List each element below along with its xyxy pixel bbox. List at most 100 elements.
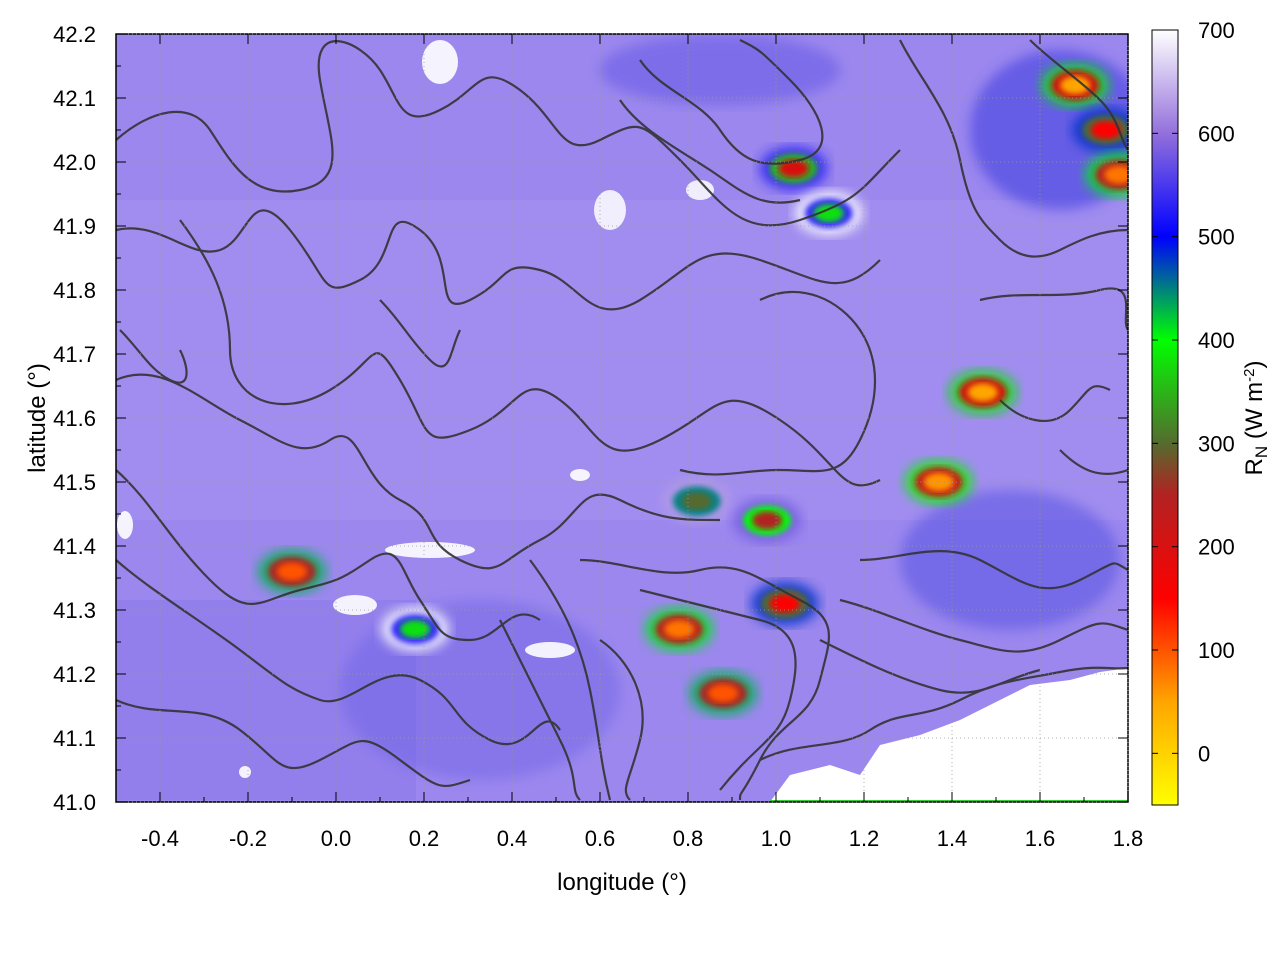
bright-band [116, 200, 1128, 520]
x-tick-label: 0.0 [321, 826, 352, 851]
low-value-cell [258, 549, 326, 594]
colorbar-tick-label: 400 [1198, 328, 1235, 353]
colorbar-title-sub: N [1252, 446, 1271, 458]
contour-line [1029, 39, 1128, 151]
white-patch-sw [333, 595, 377, 615]
low-value-cell [948, 370, 1017, 415]
blue-patch-east [900, 490, 1120, 630]
low-value-cell [689, 671, 758, 716]
contour-line [1059, 449, 1128, 475]
contour-line [859, 550, 1128, 590]
cell-core [769, 594, 800, 613]
contour-line [116, 40, 901, 227]
x-tick-label: 0.6 [585, 826, 616, 851]
cell-core [664, 620, 695, 639]
x-tick-label: 1.4 [937, 826, 968, 851]
sea-missing-area [770, 668, 1128, 802]
x-tick-label: 1.6 [1025, 826, 1056, 851]
contour-line [116, 559, 561, 746]
blue-patch-top [600, 35, 840, 105]
y-tick-label: 42.1 [53, 86, 96, 111]
cell-core [1104, 165, 1128, 184]
colorbar: 0 100 200 300 400 500 600 700 RN (W m-2) [1151, 18, 1272, 806]
white-patch-mid [686, 180, 714, 200]
cell-core [277, 562, 307, 581]
contour-line [619, 99, 801, 204]
white-patch-center [385, 542, 475, 558]
white-patch-north [594, 190, 626, 230]
colorbar-title-unit: (W m [1241, 382, 1268, 446]
colorbar-tick-label: 600 [1198, 121, 1235, 146]
contour-line [116, 698, 471, 788]
cell-core [778, 159, 809, 178]
cell-core [1060, 76, 1091, 95]
contour-line [116, 469, 541, 642]
low-value-regions [258, 63, 1128, 716]
colorbar-tick-label: 700 [1198, 18, 1235, 43]
colorbar-title-exp: -2 [1241, 369, 1258, 382]
y-tick-label: 41.8 [53, 278, 96, 303]
low-value-cell [1072, 108, 1128, 152]
contour-line [179, 219, 881, 487]
contour-line [379, 299, 461, 368]
colorbar-title-close: ) [1241, 361, 1268, 369]
cell-core [752, 511, 783, 530]
white-patch-sw2 [239, 766, 251, 778]
colorbar-gradient [1151, 29, 1179, 806]
x-tick-label: 1.2 [849, 826, 880, 851]
y-tick-label: 41.3 [53, 598, 96, 623]
contour-line [839, 598, 1128, 653]
grid-lines [116, 33, 1129, 803]
contour-line [116, 373, 721, 570]
y-axis-label: latitude (°) [24, 363, 51, 473]
cell-core [967, 383, 998, 402]
low-value-cell [904, 460, 973, 504]
y-tick-label: 41.4 [53, 534, 96, 559]
x-tick-label: 1.0 [761, 826, 792, 851]
cell-core [681, 492, 712, 511]
cell-core [923, 473, 954, 491]
y-tick-label: 41.5 [53, 470, 96, 495]
cell-core [400, 620, 431, 639]
contour-line [899, 39, 1128, 258]
contour-line [599, 639, 644, 801]
low-value-cell [750, 581, 819, 626]
contour-line [759, 666, 1128, 761]
colorbar-tick-label: 500 [1198, 225, 1235, 250]
colorbar-title-main: R [1241, 458, 1268, 475]
colorbar-title: RN (W m-2) [1241, 361, 1272, 476]
plot-area [116, 34, 1128, 802]
white-patch-s [525, 642, 575, 658]
x-axis: -0.4 -0.2 0.0 0.2 0.4 0.6 0.8 1.0 1.2 1.4 1.6 1.8 [115, 34, 1144, 851]
cell-core [1091, 121, 1121, 139]
low-value-cell [733, 498, 802, 543]
contour-line [499, 619, 581, 801]
y-tick-label: 42.2 [53, 22, 96, 47]
y-tick-label: 41.7 [53, 342, 96, 367]
low-value-cell [1041, 63, 1110, 108]
y-tick-label: 42.0 [53, 150, 96, 175]
colorbar-tick-label: 100 [1198, 638, 1235, 663]
contour-line [999, 385, 1111, 422]
x-tick-label: 0.4 [497, 826, 528, 851]
x-tick-label: -0.4 [141, 826, 179, 851]
low-value-cell [1085, 152, 1128, 197]
x-axis-label: longitude (°) [557, 869, 687, 896]
x-tick-label: -0.2 [229, 826, 267, 851]
white-patch-top [422, 40, 458, 84]
contour-line [116, 209, 881, 311]
x-tick-label: 0.8 [673, 826, 704, 851]
low-value-cell [645, 607, 714, 652]
y-axis: 41.0 41.1 41.2 41.3 41.4 41.5 41.6 41.7 41.8 41.9… [53, 22, 1128, 815]
low-value-cell [662, 479, 731, 524]
cell-core [813, 204, 844, 223]
y-tick-label: 41.1 [53, 726, 96, 751]
colorbar-ticks: 0 100 200 300 400 500 600 700 [1152, 18, 1235, 766]
y-tick-label: 41.2 [53, 662, 96, 687]
contour-line [639, 588, 797, 791]
x-tick-label: 1.8 [1113, 826, 1144, 851]
white-patch-e [570, 469, 590, 481]
white-patch-w [117, 511, 133, 539]
contour-line [979, 287, 1128, 331]
